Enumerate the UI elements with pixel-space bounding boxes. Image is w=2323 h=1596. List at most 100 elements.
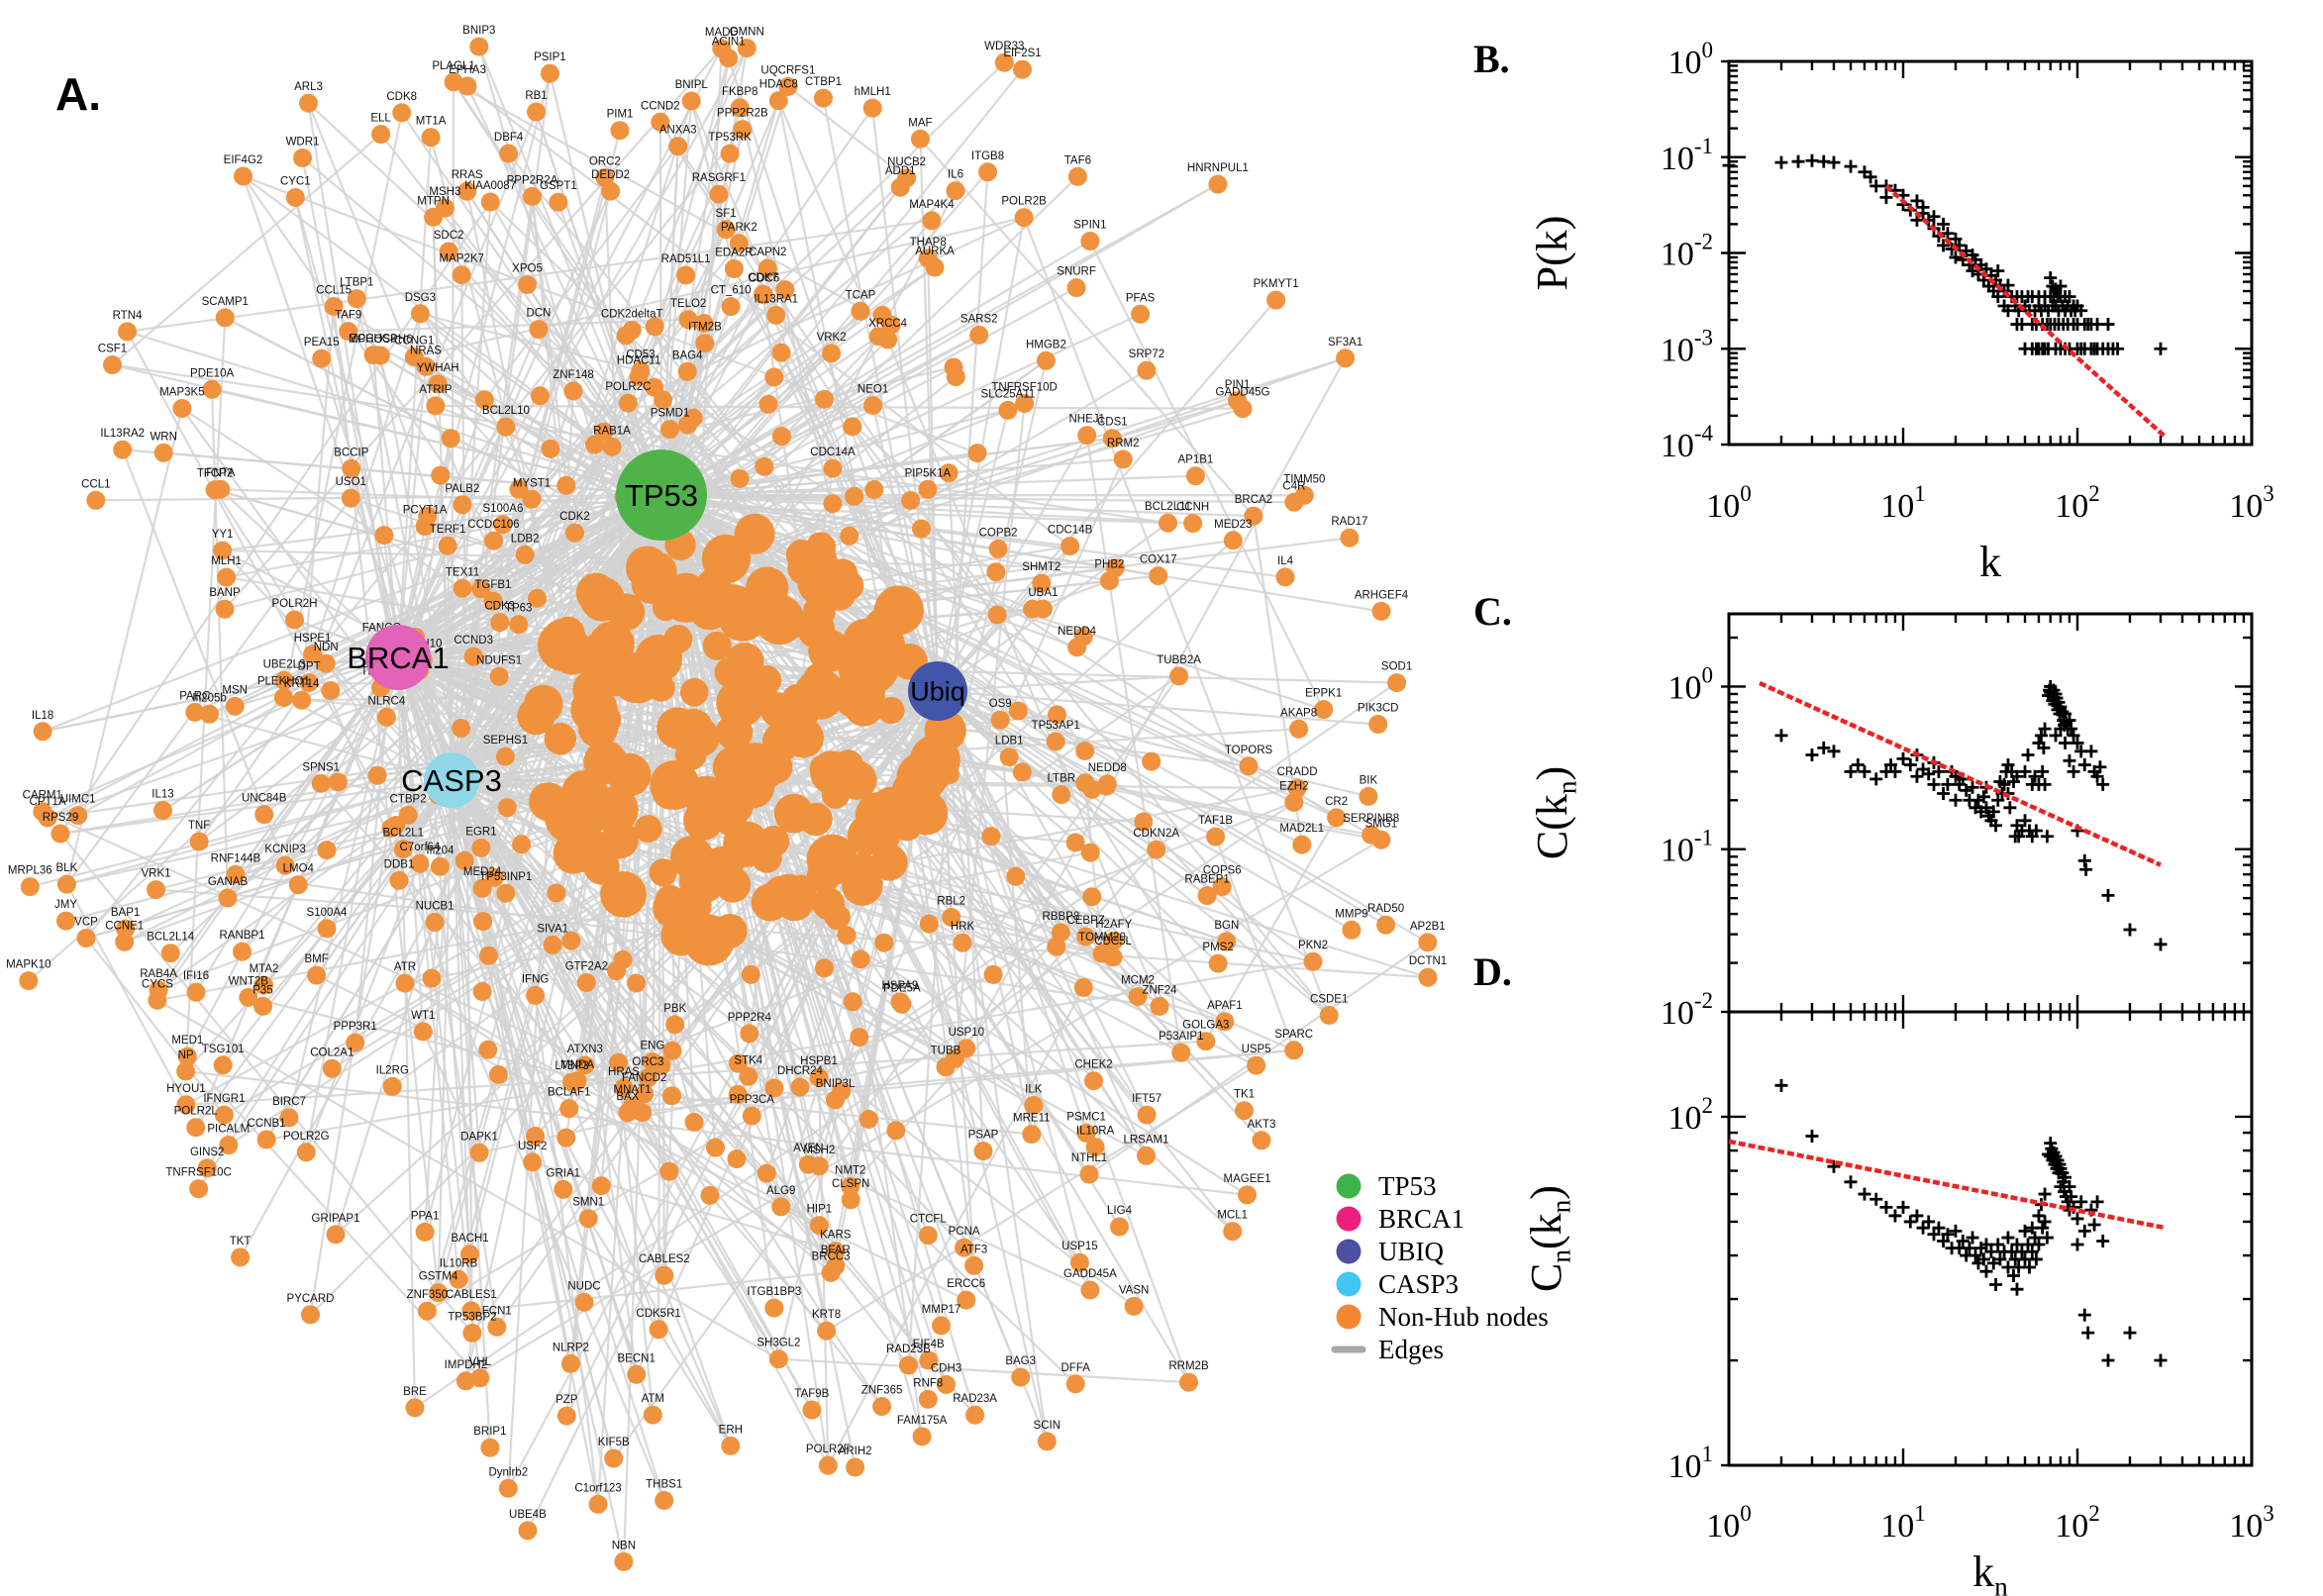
data-point: [2074, 1195, 2088, 1209]
network-node-label: PSIP1: [534, 51, 566, 63]
data-point: [1976, 790, 1990, 804]
data-point: [1979, 801, 1993, 815]
network-node: [561, 931, 581, 950]
tick-label: 10-2: [1661, 988, 1713, 1032]
network-node: [1215, 1012, 1235, 1032]
network-node: [922, 211, 942, 231]
network-node: [493, 515, 513, 535]
network-node: [712, 39, 732, 58]
network-node: [543, 935, 562, 954]
network-node-label: BIK: [1360, 774, 1378, 786]
network-node-label: COPS6: [1203, 865, 1242, 877]
network-node: [694, 314, 714, 333]
network-node: [822, 344, 842, 363]
network-node-label: TSG101: [202, 1044, 245, 1055]
network-node: [1196, 1032, 1216, 1051]
network-node-label: SMN1: [572, 1197, 604, 1209]
plot-tick-labels: 100 10-1 10-2 10-3 10-4 100 101 102 103: [1661, 38, 2274, 525]
network-edge: [777, 100, 880, 338]
network-node-label: TERF1: [430, 524, 465, 536]
network-node: [438, 536, 457, 555]
network-node-label: PIP5K1A: [905, 467, 952, 479]
network-node: [56, 874, 76, 894]
network-core-node: [712, 913, 748, 948]
network-node-label: USP5: [1242, 1044, 1271, 1055]
network-node: [256, 1130, 276, 1149]
network-node-label: ELL: [370, 113, 391, 125]
network-node-label: SRP72: [1129, 349, 1164, 360]
network-node: [301, 1305, 320, 1325]
network-node: [392, 103, 412, 123]
network-node: [226, 864, 246, 884]
network-node: [863, 396, 883, 415]
network-edge: [287, 656, 400, 1119]
network-node: [925, 257, 945, 277]
tick-label: 10-2: [1661, 230, 1713, 273]
network-edge: [690, 100, 736, 269]
network-node-label: S100A6: [482, 503, 523, 515]
panel-b-plot: 100 10-1 10-2 10-3 10-4 100 101 102 103 P(k) k: [1528, 38, 2274, 586]
network-node: [575, 1055, 595, 1075]
network-node: [1084, 1071, 1103, 1091]
network-edge: [161, 656, 399, 812]
network-node: [460, 1245, 479, 1264]
network-node: [472, 982, 492, 1001]
network-edge: [198, 681, 311, 843]
network-node-label: LRSAM1: [1123, 1134, 1168, 1146]
network-core-node: [517, 697, 556, 736]
network-node-label: GRIPAP1: [312, 1213, 360, 1225]
network-node-label: CABLES1: [446, 1289, 497, 1301]
network-node-label: RAD51L1: [661, 253, 711, 265]
plot-frame: [1727, 1010, 2254, 1467]
network-edge: [186, 1055, 481, 1379]
network-node-label: TUBB: [931, 1046, 961, 1057]
network-node: [728, 1084, 748, 1104]
network-node-label: PPP2R2A: [507, 174, 558, 186]
network-node-label: DCN: [526, 308, 551, 320]
network-node: [936, 1057, 956, 1077]
network-node: [489, 666, 509, 686]
network-edge: [660, 493, 1084, 638]
network-node: [1371, 601, 1391, 621]
network-node-label: NLRC4: [368, 695, 406, 707]
network-node: [659, 1161, 679, 1181]
data-point: [1991, 1238, 2005, 1251]
network-node-label: MNDA: [560, 1059, 594, 1071]
network-node-label: ADD1: [885, 165, 916, 177]
data-point: [1774, 155, 1788, 169]
network-node-label: ALG9: [766, 1185, 795, 1197]
data-point: [2096, 1234, 2110, 1247]
data-point: [2081, 1326, 2095, 1340]
network-node-label: ITM2B: [688, 322, 722, 334]
network-edge: [453, 80, 892, 327]
network-node-label: ENG: [640, 1041, 664, 1052]
data-point: [2154, 1353, 2168, 1367]
network-node-label: LTBP3: [555, 1060, 588, 1072]
network-node-label: DHCR24: [777, 1065, 824, 1077]
network-node: [864, 480, 884, 499]
network-node: [681, 91, 701, 111]
network-core-node: [823, 577, 857, 611]
fit-line: [1728, 1139, 2167, 1231]
network-node: [215, 599, 235, 619]
tick-label: 10-3: [1661, 325, 1713, 368]
network-node-label: KRT8: [812, 1309, 841, 1321]
network-node-label: CSDE1: [1310, 994, 1348, 1006]
data-point: [1888, 1209, 1902, 1223]
legend-label: TP53: [1378, 1171, 1437, 1201]
network-node: [288, 875, 308, 895]
data-point: [1937, 239, 1951, 252]
data-point: [1932, 764, 1946, 778]
tick-label: 10-4: [1661, 421, 1714, 464]
network-core-node: [842, 864, 883, 906]
network-node-label: NMT2: [835, 1164, 865, 1176]
network-node-label: PLAGL1: [432, 60, 474, 72]
network-node: [742, 1106, 761, 1126]
network-node: [771, 427, 791, 447]
network-node-label: LIG4: [1107, 1205, 1133, 1217]
network-node-label: AP2B1: [1410, 921, 1446, 933]
network-node: [457, 181, 477, 201]
network-node: [324, 297, 344, 316]
network-node: [316, 653, 336, 673]
network-node-label: PLEKHO1: [257, 676, 310, 688]
